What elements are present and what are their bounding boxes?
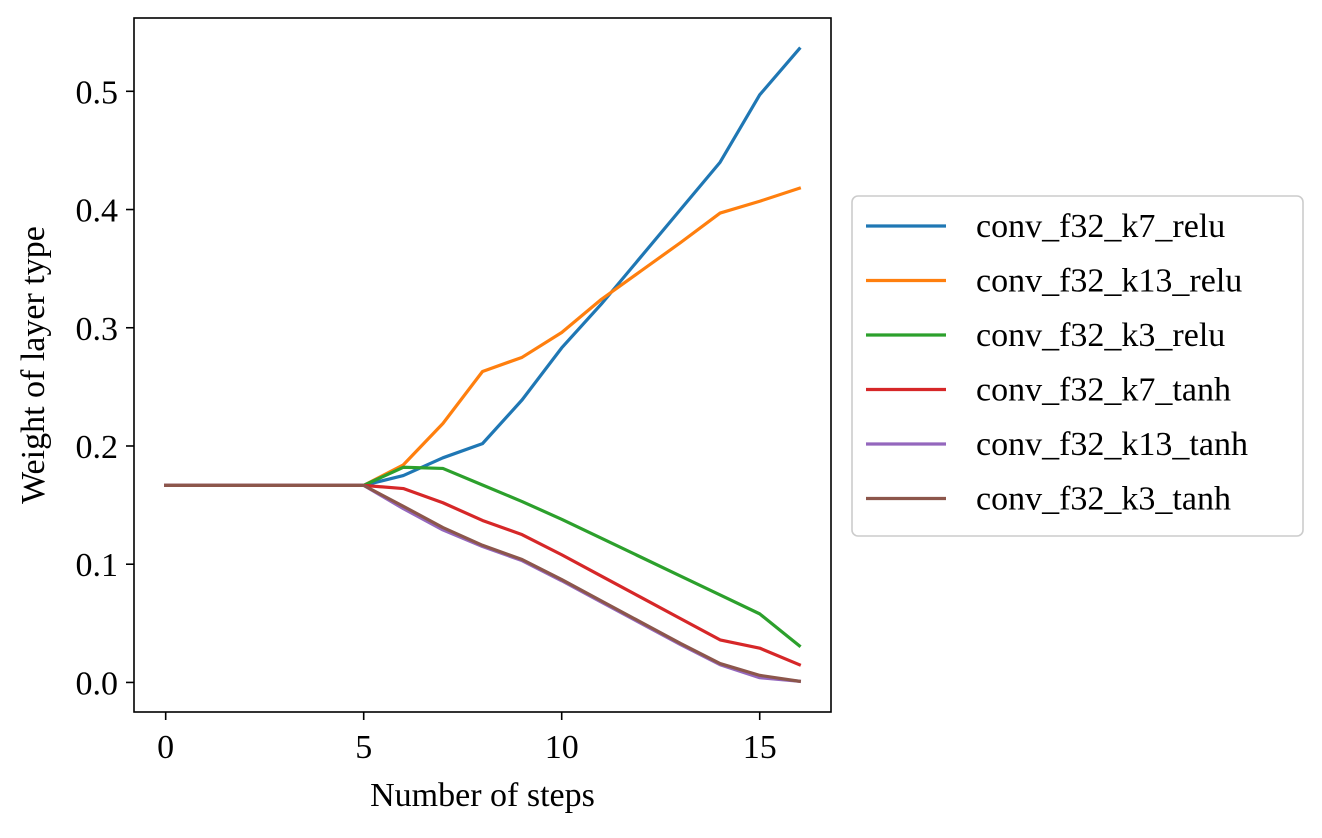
- y-tick-label: 0.4: [76, 193, 119, 230]
- x-tick-label: 10: [545, 729, 579, 766]
- x-axis: 0 5 10 15: [157, 712, 777, 766]
- x-tick-label: 5: [355, 729, 372, 766]
- legend-item: conv_f32_k3_relu: [866, 317, 1225, 354]
- y-tick-label: 0.1: [76, 547, 119, 584]
- y-tick-label: 0.3: [76, 311, 119, 348]
- y-axis: 0.0 0.1 0.2 0.3 0.4 0.5: [76, 74, 134, 702]
- series-layer: [164, 46, 802, 684]
- x-tick-label: 15: [743, 729, 777, 766]
- legend-item: conv_f32_k3_tanh: [866, 481, 1231, 518]
- legend-box: [851, 195, 1304, 537]
- y-tick-label: 0.5: [76, 74, 119, 111]
- y-tick-label: 0.0: [76, 665, 119, 702]
- legend-label: conv_f32_k13_relu: [976, 263, 1242, 300]
- legend-label: conv_f32_k7_relu: [976, 208, 1225, 245]
- axes-frame: [133, 17, 832, 713]
- legend-label: conv_f32_k3_relu: [976, 317, 1225, 354]
- legend-label: conv_f32_k3_tanh: [976, 481, 1231, 518]
- series-line-conv-f32-k13-relu: [164, 186, 802, 487]
- legend-item: conv_f32_k13_relu: [866, 263, 1242, 300]
- y-tick-label: 0.2: [76, 429, 119, 466]
- legend: conv_f32_k7_relu conv_f32_k13_relu conv_f3…: [851, 195, 1304, 537]
- legend-label: conv_f32_k7_tanh: [976, 372, 1231, 409]
- legend-item: conv_f32_k13_tanh: [866, 426, 1248, 463]
- series-line-conv-f32-k7-tanh: [164, 483, 802, 667]
- legend-label: conv_f32_k13_tanh: [976, 426, 1248, 463]
- series-line-conv-f32-k3-tanh: [164, 483, 802, 684]
- series-line-conv-f32-k13-tanh: [164, 483, 802, 683]
- y-axis-label: Weight of layer type: [15, 226, 52, 504]
- x-axis-label: Number of steps: [370, 777, 595, 814]
- legend-items: conv_f32_k7_relu conv_f32_k13_relu conv_f3…: [866, 208, 1248, 518]
- x-tick-label: 0: [157, 729, 174, 766]
- legend-item: conv_f32_k7_tanh: [866, 372, 1231, 409]
- series-line-conv-f32-k7-relu: [164, 46, 802, 487]
- legend-item: conv_f32_k7_relu: [866, 208, 1225, 245]
- series-line-conv-f32-k3-relu: [164, 465, 802, 649]
